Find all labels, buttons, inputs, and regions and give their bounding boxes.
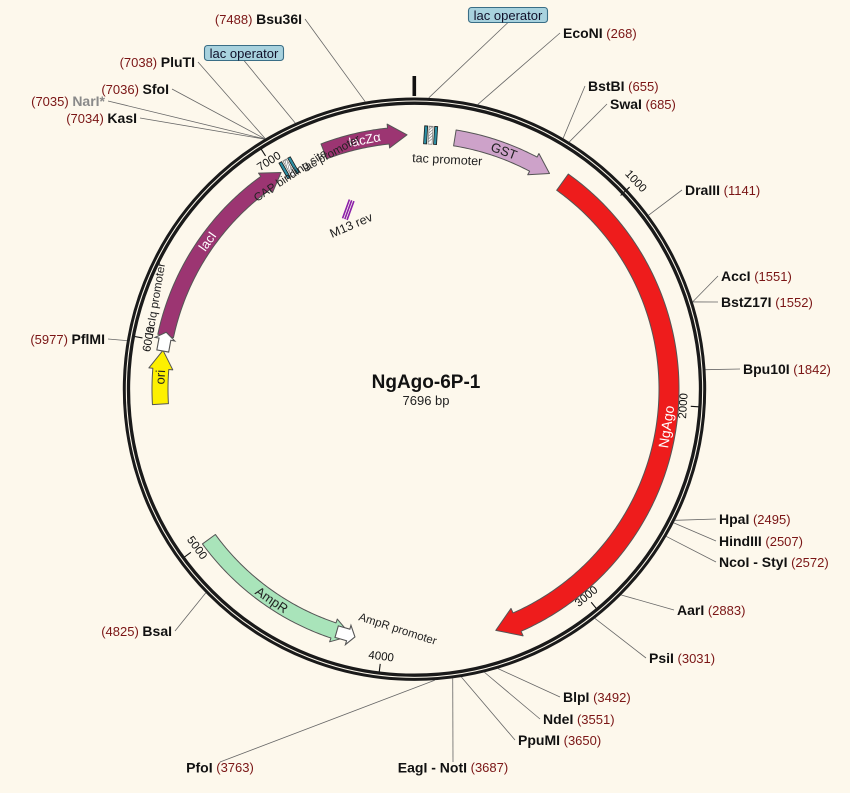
svg-text:PfoI (3763): PfoI (3763) [186, 759, 254, 775]
svg-text:7696 bp: 7696 bp [403, 393, 450, 408]
svg-text:HpaI (2495): HpaI (2495) [719, 511, 791, 527]
svg-text:lac operator: lac operator [474, 8, 543, 23]
svg-text:EagI - NotI (3687): EagI - NotI (3687) [398, 759, 508, 775]
svg-text:(7035) NarI*: (7035) NarI* [31, 93, 105, 109]
svg-text:HindIII (2507): HindIII (2507) [719, 533, 803, 549]
svg-text:AccI (1551): AccI (1551) [721, 268, 792, 284]
svg-text:NcoI - StyI (2572): NcoI - StyI (2572) [719, 554, 829, 570]
svg-text:SwaI (685): SwaI (685) [610, 96, 676, 112]
svg-text:(7488) Bsu36I: (7488) Bsu36I [215, 11, 302, 27]
svg-text:PsiI (3031): PsiI (3031) [649, 650, 715, 666]
svg-text:EcoNI (268): EcoNI (268) [563, 25, 637, 41]
svg-text:lac operator: lac operator [210, 46, 279, 61]
svg-text:Bpu10I (1842): Bpu10I (1842) [743, 361, 831, 377]
svg-text:ori: ori [152, 369, 168, 384]
svg-text:(7034) KasI: (7034) KasI [66, 110, 137, 126]
svg-text:PpuMI (3650): PpuMI (3650) [518, 732, 601, 748]
svg-text:AarI (2883): AarI (2883) [677, 602, 745, 618]
svg-text:NdeI (3551): NdeI (3551) [543, 711, 615, 727]
svg-text:BlpI (3492): BlpI (3492) [563, 689, 631, 705]
svg-text:(4825) BsaI: (4825) BsaI [101, 623, 172, 639]
svg-text:(5977) PflMI: (5977) PflMI [30, 331, 105, 347]
svg-text:BstZ17I (1552): BstZ17I (1552) [721, 294, 813, 310]
svg-text:(7038) PluTI: (7038) PluTI [120, 54, 195, 70]
svg-text:(7036) SfoI: (7036) SfoI [101, 81, 169, 97]
svg-text:2000: 2000 [677, 393, 691, 419]
svg-text:DraIII (1141): DraIII (1141) [685, 182, 760, 198]
svg-text:NgAgo-6P-1: NgAgo-6P-1 [372, 372, 481, 393]
svg-text:BstBI (655): BstBI (655) [588, 78, 659, 94]
